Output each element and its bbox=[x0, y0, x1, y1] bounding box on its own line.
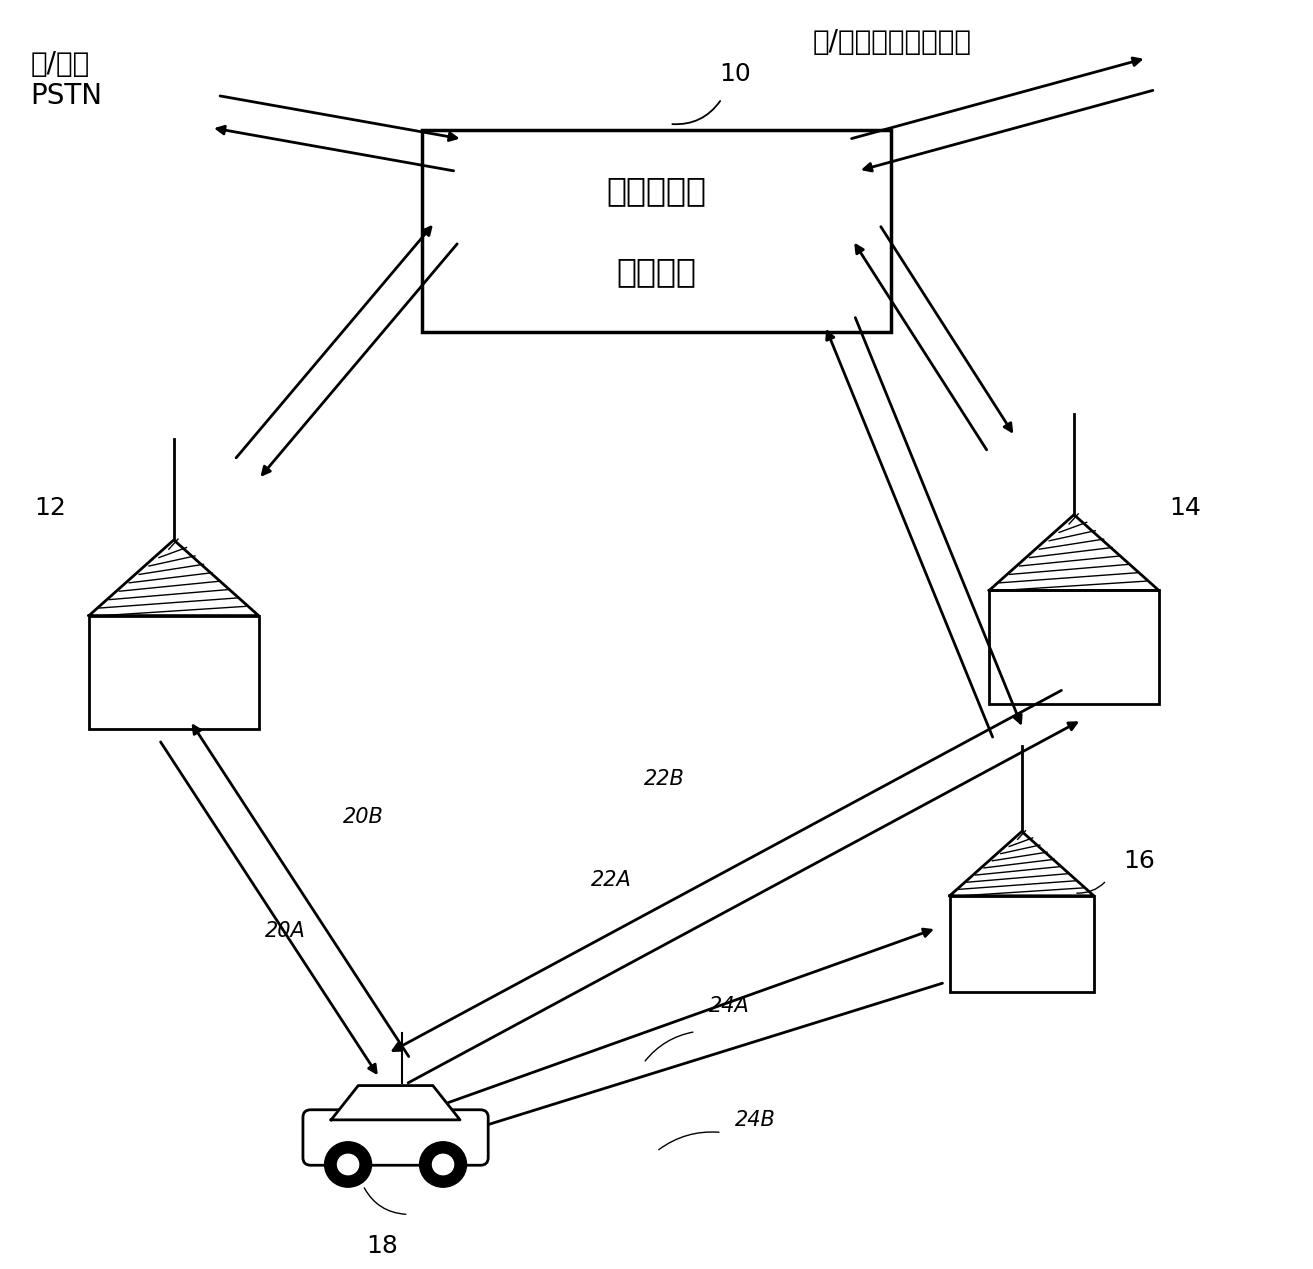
Text: 往/来自其他通信系统: 往/来自其他通信系统 bbox=[813, 28, 972, 56]
Circle shape bbox=[324, 1142, 372, 1188]
Text: 18: 18 bbox=[366, 1233, 398, 1258]
Polygon shape bbox=[989, 515, 1159, 590]
Circle shape bbox=[420, 1142, 466, 1188]
Text: 22A: 22A bbox=[591, 871, 632, 891]
Text: 24A: 24A bbox=[709, 996, 750, 1016]
Circle shape bbox=[432, 1155, 453, 1175]
Text: 10: 10 bbox=[720, 61, 751, 85]
Text: 22B: 22B bbox=[643, 769, 684, 789]
Bar bbox=[989, 590, 1159, 704]
Bar bbox=[949, 896, 1094, 992]
Text: 和交换机: 和交换机 bbox=[617, 255, 696, 288]
FancyBboxPatch shape bbox=[303, 1110, 488, 1165]
Bar bbox=[89, 615, 259, 730]
Text: 20B: 20B bbox=[344, 807, 385, 827]
Text: 系统控制器: 系统控制器 bbox=[607, 174, 706, 207]
Polygon shape bbox=[949, 831, 1094, 896]
Polygon shape bbox=[89, 539, 259, 615]
Text: 12: 12 bbox=[34, 496, 66, 520]
Text: 往/来自
PSTN: 往/来自 PSTN bbox=[30, 49, 102, 110]
Polygon shape bbox=[331, 1085, 460, 1119]
Bar bbox=[421, 131, 892, 332]
Text: 24B: 24B bbox=[735, 1110, 776, 1129]
Text: 20A: 20A bbox=[265, 921, 306, 940]
Circle shape bbox=[337, 1155, 358, 1175]
Text: 16: 16 bbox=[1124, 849, 1155, 873]
Text: 14: 14 bbox=[1169, 496, 1201, 520]
